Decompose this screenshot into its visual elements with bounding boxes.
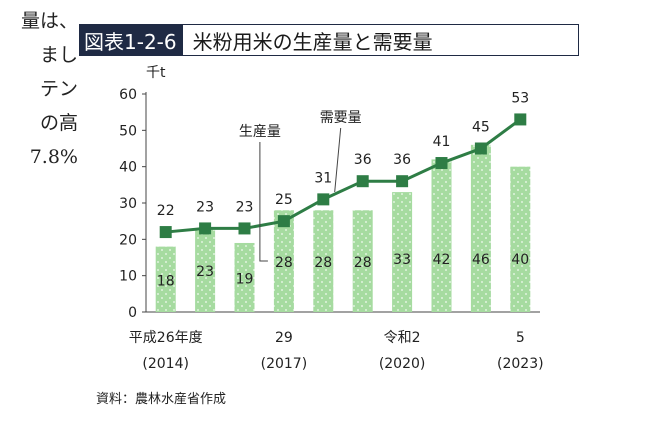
bar-data-label: 19 xyxy=(236,271,254,287)
leader-line-production xyxy=(259,142,268,262)
line-data-label: 22 xyxy=(157,203,175,219)
bar-production xyxy=(195,228,216,312)
bar-production xyxy=(234,242,255,312)
body-text-line: の高 xyxy=(39,112,78,134)
x-tick-label-year: (2017) xyxy=(261,356,308,372)
bar-production xyxy=(510,166,531,312)
line-data-label: 36 xyxy=(354,152,372,168)
body-text-line: 量は、 xyxy=(20,10,78,32)
bar-production xyxy=(392,192,413,312)
line-point-demand xyxy=(317,193,330,206)
line-point-demand xyxy=(199,222,212,235)
line-data-label: 31 xyxy=(314,170,332,186)
y-tick-label: 20 xyxy=(119,232,137,248)
body-text-fragment: 量は、 まし テン の高 7.8% xyxy=(0,4,78,174)
line-data-label: 41 xyxy=(433,134,451,150)
bar-data-label: 42 xyxy=(433,252,451,268)
series-label-demand: 需要量 xyxy=(320,110,362,126)
x-tick-label: 29 xyxy=(275,330,293,346)
line-data-label: 25 xyxy=(275,192,293,208)
line-point-demand xyxy=(396,175,409,188)
line-point-demand xyxy=(435,157,448,170)
bar-production xyxy=(273,210,294,312)
source-note: 資料：農林水産省作成 xyxy=(96,392,227,407)
y-tick-label: 30 xyxy=(119,196,137,212)
series-label-production: 生産量 xyxy=(239,124,281,140)
y-tick-label: 50 xyxy=(119,123,137,139)
x-tick-label: 5 xyxy=(516,330,525,346)
bar-production xyxy=(431,159,452,312)
bar-data-label: 28 xyxy=(275,255,293,271)
bar-data-label: 18 xyxy=(157,273,175,289)
line-point-demand xyxy=(238,222,251,235)
bar-data-label: 23 xyxy=(196,264,214,280)
line-point-demand xyxy=(356,175,369,188)
x-tick-label: 令和2 xyxy=(384,330,421,346)
line-point-demand xyxy=(159,226,172,239)
bar-production xyxy=(470,144,491,312)
bar-data-label: 46 xyxy=(472,252,490,268)
y-tick-label: 60 xyxy=(119,87,137,103)
figure-title: 図表1-2-6 米粉用米の生産量と需要量 xyxy=(79,24,579,56)
x-tick-label-year: (2014) xyxy=(142,356,189,372)
bar-data-label: 40 xyxy=(511,252,529,268)
y-axis-unit: 千t xyxy=(146,65,166,81)
bar-production xyxy=(313,210,334,312)
y-tick-label: 0 xyxy=(128,305,137,321)
figure-title-text: 米粉用米の生産量と需要量 xyxy=(192,29,433,54)
line-point-demand xyxy=(474,142,487,155)
bar-production xyxy=(155,246,176,312)
figure-number: 図表1-2-6 xyxy=(80,25,183,55)
body-text-line: まし xyxy=(39,44,78,66)
line-data-label: 23 xyxy=(196,199,214,215)
body-text-line: テン xyxy=(39,78,78,100)
line-point-demand xyxy=(514,113,527,126)
line-data-label: 36 xyxy=(393,152,411,168)
line-data-label: 23 xyxy=(236,199,254,215)
line-data-label: 45 xyxy=(472,120,490,136)
leader-line-demand xyxy=(334,127,342,193)
line-point-demand xyxy=(277,215,290,228)
x-tick-label-year: (2023) xyxy=(497,356,544,372)
bar-production xyxy=(352,210,373,312)
x-tick-label: 平成26年度 xyxy=(129,330,203,346)
bar-data-label: 28 xyxy=(314,255,332,271)
bar-data-label: 28 xyxy=(354,255,372,271)
bar-data-label: 33 xyxy=(393,252,411,268)
body-text-line: 7.8% xyxy=(29,146,78,168)
y-tick-label: 40 xyxy=(119,160,137,176)
line-demand xyxy=(165,118,522,234)
x-tick-label-year: (2020) xyxy=(379,356,426,372)
line-data-label: 53 xyxy=(511,90,529,106)
y-tick-label: 10 xyxy=(119,269,137,285)
